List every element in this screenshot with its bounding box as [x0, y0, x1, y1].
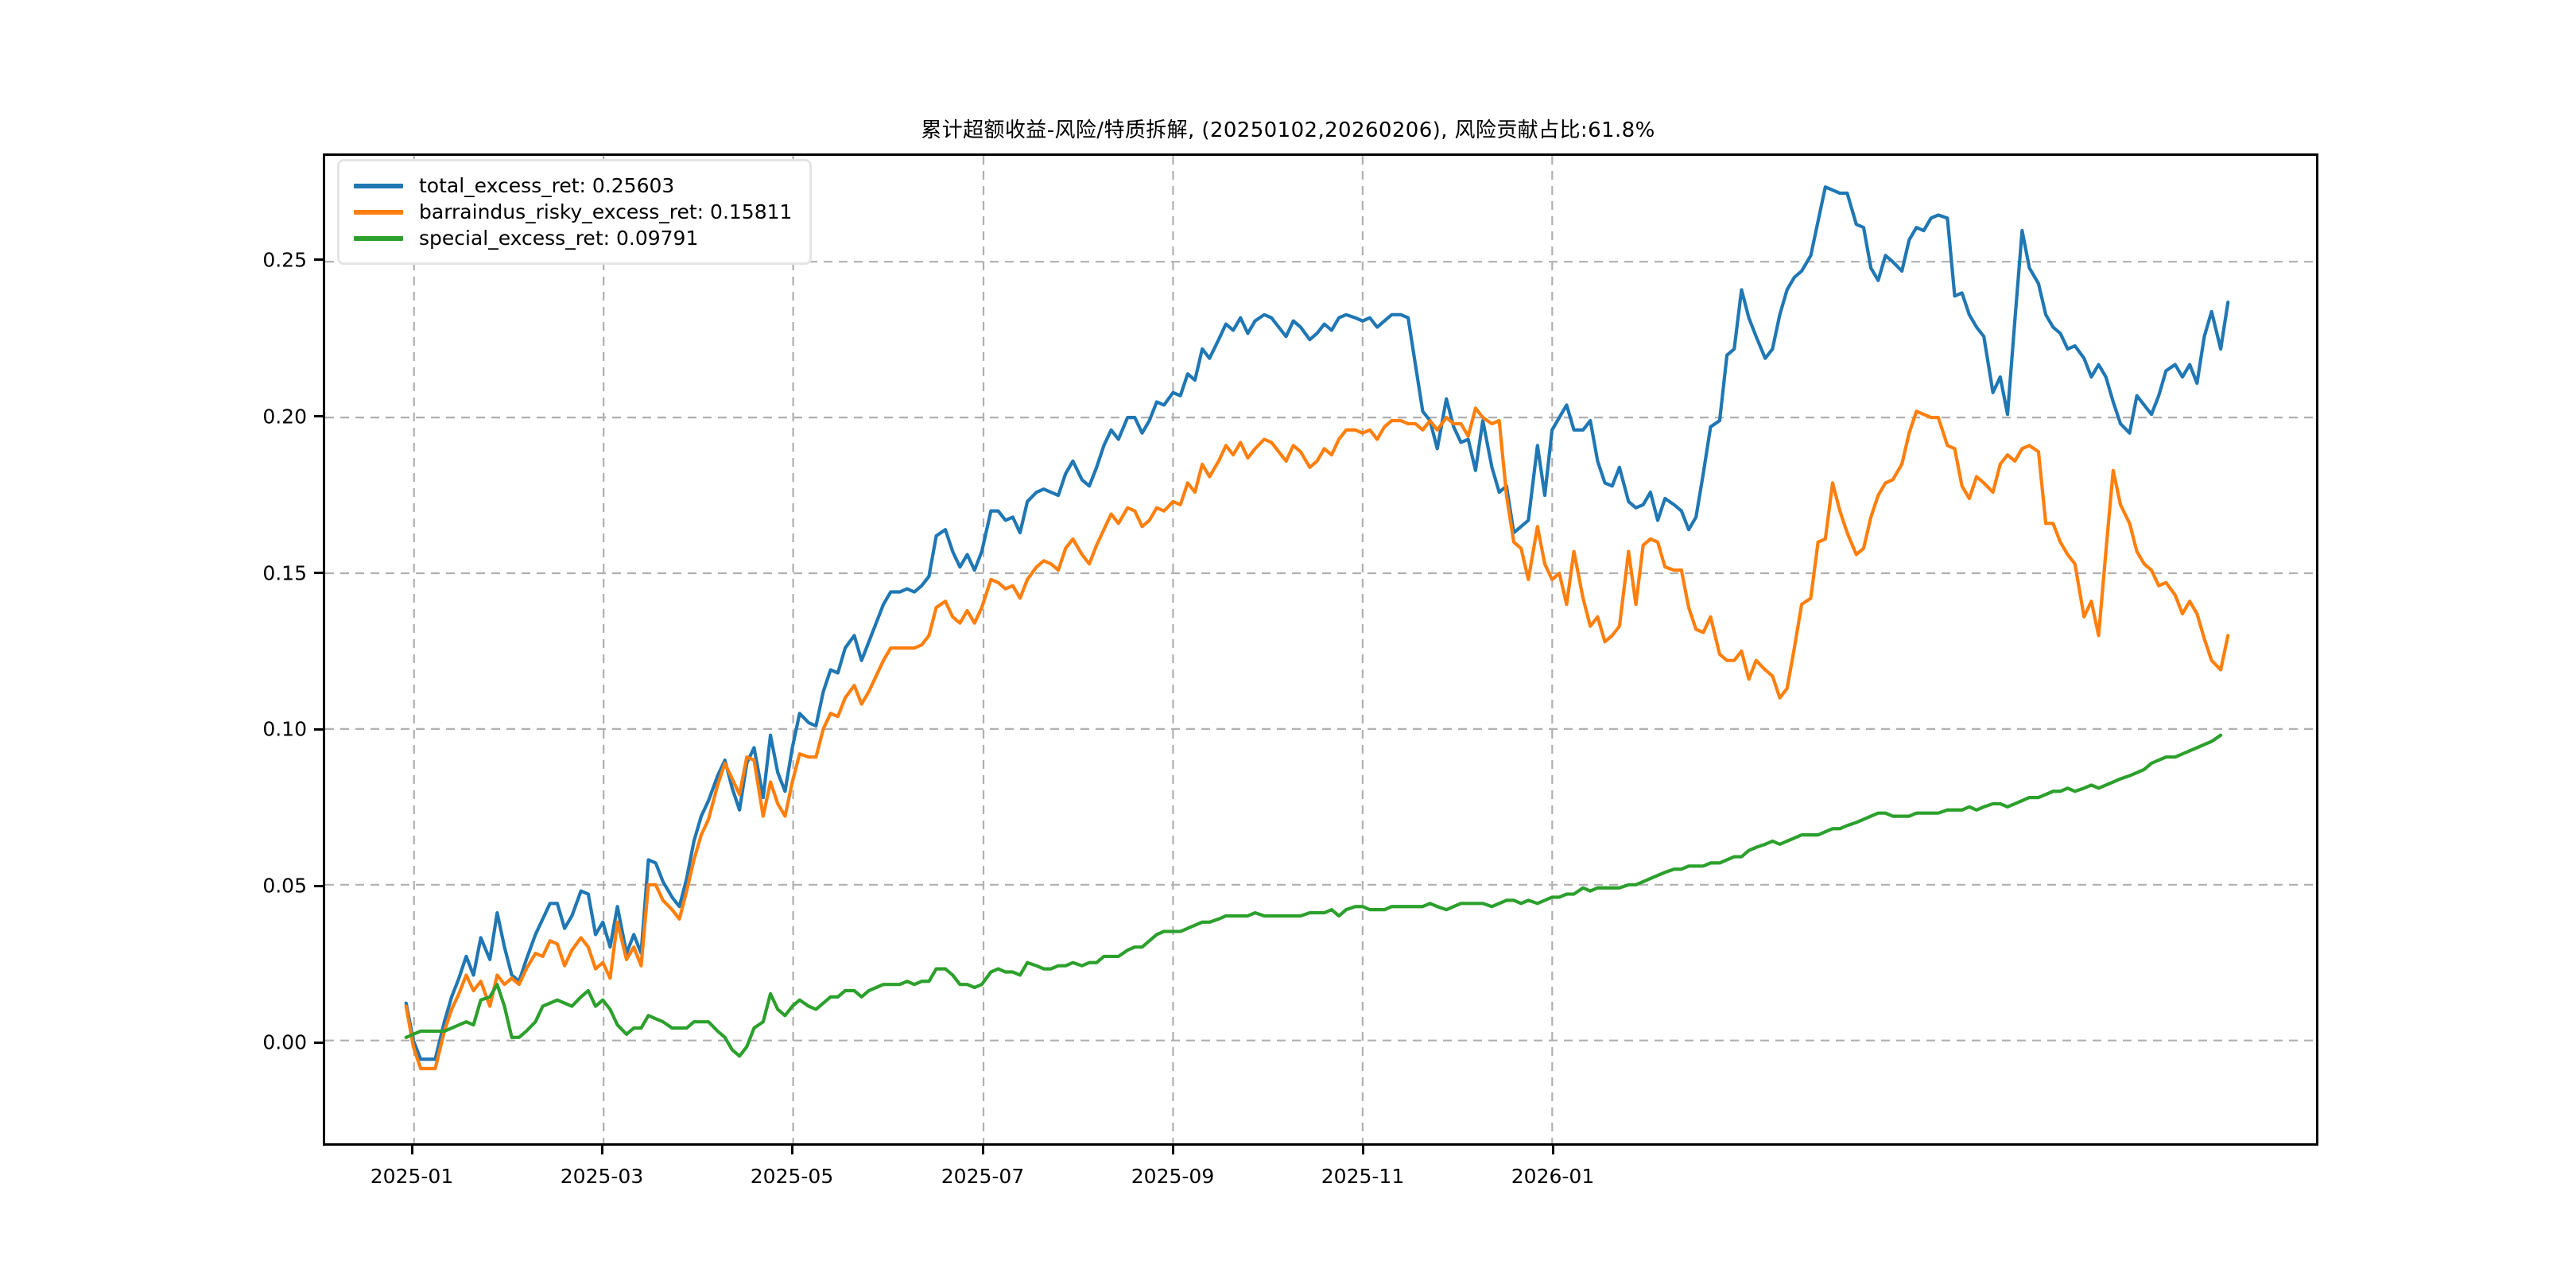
y-tick-label: 0.25 [262, 248, 307, 272]
plot-area [323, 153, 2318, 1146]
x-tick-label: 2025-09 [1131, 1165, 1215, 1188]
legend-item-total_excess_ret[interactable]: total_excess_ret: 0.25603 [354, 173, 792, 199]
y-tick-label: 0.15 [262, 561, 307, 585]
series-layer [325, 156, 2316, 1143]
x-tick-mark [1171, 1146, 1174, 1154]
legend-label: total_excess_ret: 0.25603 [419, 174, 675, 197]
series-line-special_excess_ret [406, 735, 2221, 1057]
x-tick-mark [410, 1146, 413, 1154]
y-tick-mark [314, 727, 323, 731]
y-tick-mark [314, 415, 323, 418]
x-tick-mark [1361, 1146, 1364, 1154]
y-tick-mark [314, 884, 323, 887]
x-tick-mark [981, 1146, 984, 1154]
x-tick-mark [600, 1146, 603, 1154]
chart-title: 累计超额收益-风险/特质拆解, (20250102,20260206), 风险贡… [921, 118, 1655, 142]
y-tick-mark [314, 1041, 323, 1044]
x-tick-mark [1551, 1146, 1554, 1154]
legend-color-swatch [354, 235, 403, 241]
chart-legend: total_excess_ret: 0.25603 barraindus_risk… [337, 159, 813, 265]
x-tick-label: 2026-01 [1511, 1165, 1595, 1188]
y-tick-label: 0.05 [262, 874, 307, 898]
x-tick-label: 2025-01 [370, 1165, 454, 1188]
x-tick-label: 2025-11 [1321, 1165, 1405, 1188]
series-line-total_excess_ret [406, 187, 2229, 1059]
legend-color-swatch [354, 209, 403, 215]
legend-label: barraindus_risky_excess_ret: 0.15811 [419, 200, 793, 223]
x-tick-label: 2025-07 [941, 1165, 1025, 1188]
x-tick-label: 2025-03 [560, 1165, 644, 1188]
legend-item-barraindus_risky_excess_ret[interactable]: barraindus_risky_excess_ret: 0.15811 [354, 199, 792, 225]
legend-color-swatch [354, 183, 403, 188]
legend-item-special_excess_ret[interactable]: special_excess_ret: 0.09791 [354, 225, 792, 251]
x-tick-label: 2025-05 [750, 1165, 834, 1188]
grid-layer [325, 156, 2316, 1143]
y-tick-label: 0.20 [262, 405, 307, 429]
legend-label: special_excess_ret: 0.09791 [419, 227, 699, 250]
y-tick-label: 0.00 [262, 1030, 307, 1054]
y-tick-label: 0.10 [262, 717, 307, 741]
x-tick-mark [790, 1146, 793, 1154]
series-line-barraindus_risky_excess_ret [406, 408, 2229, 1069]
y-tick-mark [314, 258, 323, 262]
y-tick-mark [314, 572, 323, 575]
